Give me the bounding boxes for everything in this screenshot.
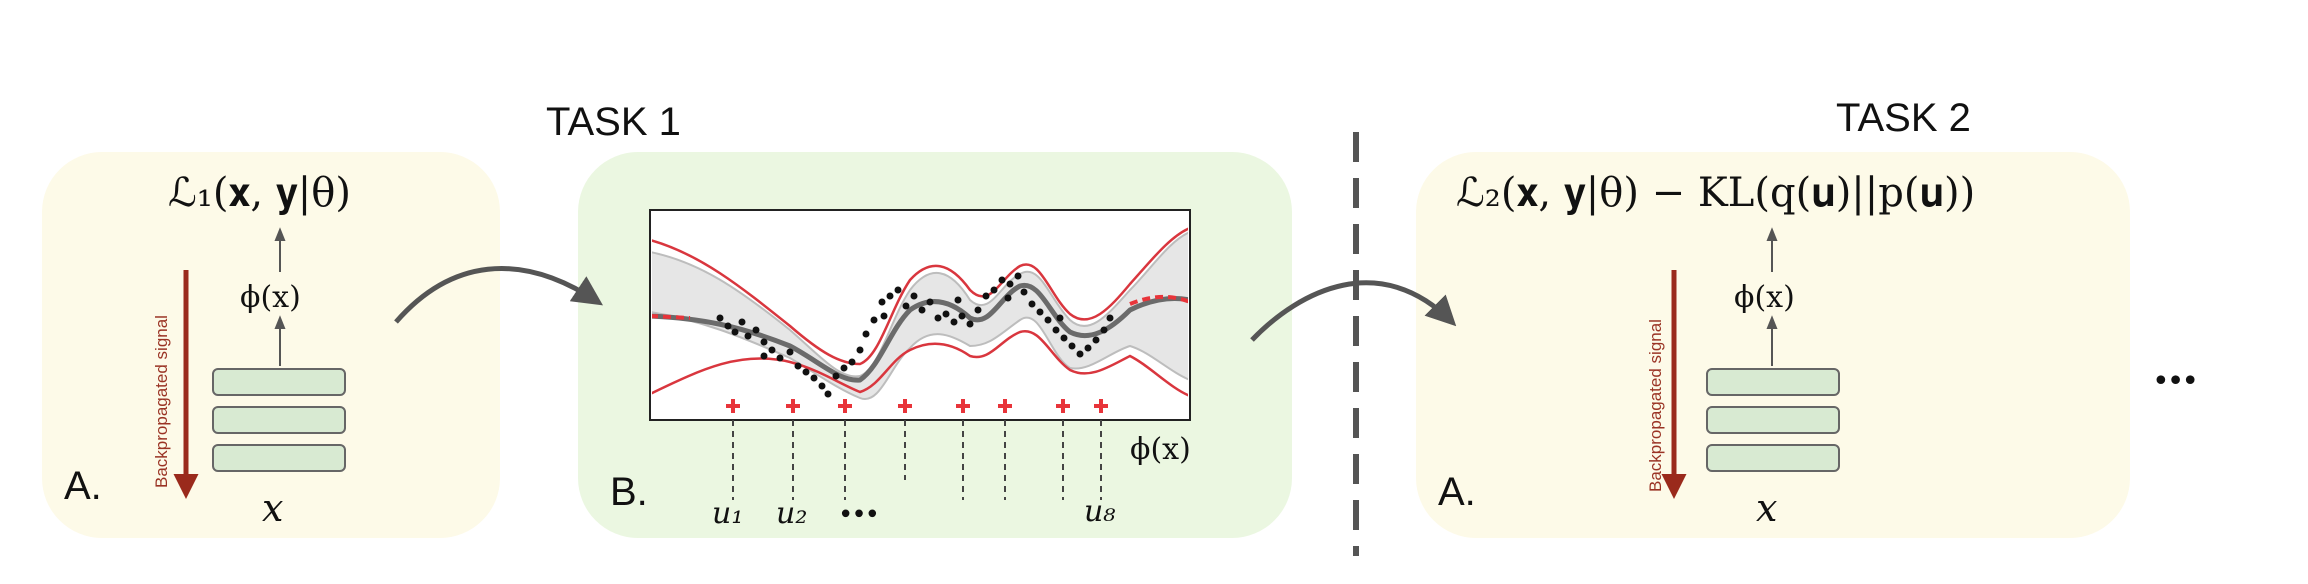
data-points xyxy=(716,272,1114,398)
inducing-label-u1: u₁ xyxy=(712,496,744,531)
input-label-task1: x xyxy=(262,486,284,530)
letter-b: B. xyxy=(610,470,648,514)
letter-a-task1: A. xyxy=(64,464,102,508)
letter-a-task2: A. xyxy=(1438,470,1476,514)
predictive-mean xyxy=(652,282,1188,383)
feature-label-task2: ϕ(x) xyxy=(1734,280,1795,315)
flow-arrow-task1-to-task2 xyxy=(1250,280,1457,342)
task2-title: TASK 2 xyxy=(1836,96,1971,140)
flow-arrow-a-to-b xyxy=(394,266,603,324)
network-layer-1-task2 xyxy=(1706,368,1840,396)
loss-task2: ℒ₂(𝐱, 𝐲|θ) − KL(q(𝐮)||p(𝐮)) xyxy=(1456,170,1976,216)
network-layer-3-task2 xyxy=(1706,444,1840,472)
network-layer-2-task2 xyxy=(1706,406,1840,434)
upper-bound xyxy=(652,227,1188,366)
task1-title: TASK 1 xyxy=(546,100,681,144)
inducing-markers xyxy=(726,399,1108,413)
panel-a-task1 xyxy=(42,152,500,538)
inducing-droplines xyxy=(732,420,1102,500)
network-layer-2 xyxy=(212,406,346,434)
feature-label-task1: ϕ(x) xyxy=(240,280,301,315)
mean-extrapolation-left xyxy=(652,314,691,320)
loss-task1: ℒ₁(𝐱, 𝐲|θ) xyxy=(168,170,351,216)
network-layer-3 xyxy=(212,444,346,472)
trailing-ellipsis: ••• xyxy=(2152,364,2199,399)
lower-bound xyxy=(652,330,1188,397)
network-layer-1 xyxy=(212,368,346,396)
mean-extrapolation-right xyxy=(1129,295,1188,306)
inducing-label-u2: u₂ xyxy=(776,496,808,531)
inducing-label-u8: u₈ xyxy=(1084,494,1116,529)
feature-axis-label: ϕ(x) xyxy=(1130,432,1191,467)
input-label-task2: x xyxy=(1756,486,1778,530)
inducing-ellipsis: ••• xyxy=(838,500,880,530)
